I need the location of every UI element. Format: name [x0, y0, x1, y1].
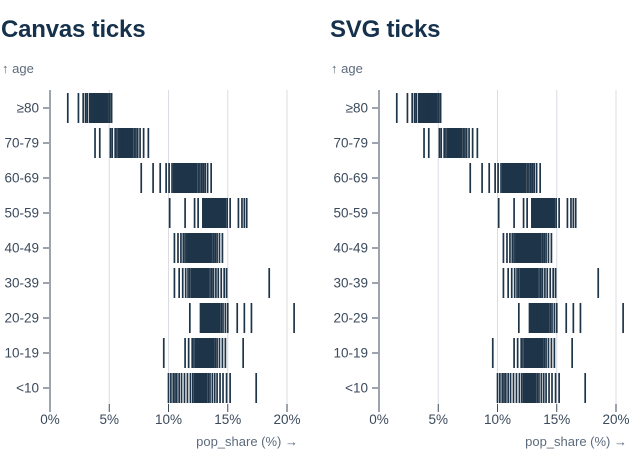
y-tick-label: 50-59 [333, 206, 368, 221]
y-tick-label: 30-39 [333, 276, 368, 291]
x-tick-label: 0% [369, 412, 389, 427]
y-tick-label: <10 [16, 381, 39, 396]
x-tick-label: 10% [155, 412, 182, 427]
y-axis-title: ↑ age [331, 61, 363, 76]
y-tick-label: 10-19 [4, 346, 39, 361]
x-tick-label: 20% [273, 412, 300, 427]
chart-title-canvas: Canvas ticks [1, 16, 146, 43]
y-tick-label: 20-29 [4, 311, 39, 326]
x-tick-label: 15% [543, 412, 570, 427]
x-tick-label: 20% [602, 412, 629, 427]
chart-canvas-ticks: Canvas ticks ↑ age ≥80 70-79 60-69 50-59 40-… [0, 0, 311, 466]
y-tick-label: ≥80 [17, 101, 39, 116]
x-axis-title: pop_share (%) → [196, 434, 298, 449]
chart-title-svg: SVG ticks [330, 16, 441, 43]
y-tick-label: ≥80 [346, 101, 368, 116]
y-tick-label: 20-29 [333, 311, 368, 326]
x-tick-label: 5% [428, 412, 448, 427]
y-tick-label: 50-59 [4, 206, 39, 221]
tick-plot-canvas: ≥80 70-79 60-69 50-59 40-49 30-39 20-29 10-19 <1… [4, 90, 301, 449]
x-tick-label: 15% [214, 412, 241, 427]
y-tick-label: 10-19 [333, 346, 368, 361]
y-tick-label: 60-69 [4, 171, 39, 186]
y-axis-title: ↑ age [2, 61, 34, 76]
chart-svg-ticks: SVG ticks ↑ age ≥80 70-79 60-69 50-59 40-49 3… [329, 0, 640, 466]
y-tick-label: 70-79 [4, 136, 39, 151]
x-tick-label: 5% [99, 412, 119, 427]
y-tick-label: 40-49 [4, 241, 39, 256]
y-tick-label: 70-79 [333, 136, 368, 151]
tick-plot-svg: ≥80 70-79 60-69 50-59 40-49 30-39 20-29 10-19 <1… [333, 90, 630, 449]
x-tick-label: 0% [40, 412, 60, 427]
y-tick-label: 30-39 [4, 276, 39, 291]
y-tick-label: <10 [345, 381, 368, 396]
x-tick-label: 10% [484, 412, 511, 427]
x-axis-title: pop_share (%) → [525, 434, 627, 449]
y-tick-label: 40-49 [333, 241, 368, 256]
y-tick-label: 60-69 [333, 171, 368, 186]
